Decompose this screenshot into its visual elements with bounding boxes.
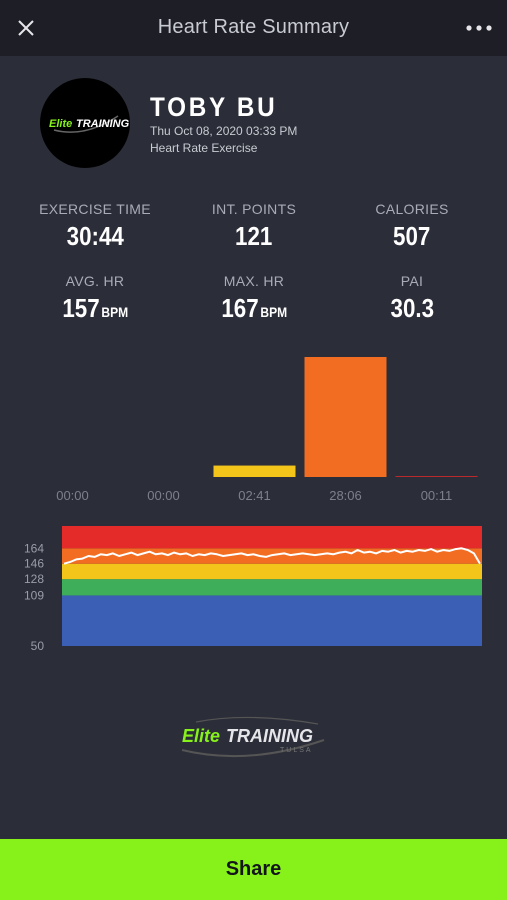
hr-zone-band: [62, 595, 482, 646]
close-icon: [18, 20, 34, 36]
zone-bar: [395, 476, 478, 477]
hr-tick-label: 128: [24, 572, 44, 586]
zone-time-label: 02:41: [238, 488, 271, 503]
hr-tick-label: 164: [24, 541, 44, 555]
zone-bar: [304, 357, 387, 477]
zone-time-label: 00:11: [421, 488, 453, 503]
zone-time-label: 00:00: [147, 488, 180, 503]
close-button[interactable]: [8, 10, 44, 46]
stat-avg-hr: AVG. HR 157 BPM: [15, 273, 175, 324]
more-options-button[interactable]: [459, 12, 499, 44]
stat-number: 167: [221, 293, 259, 323]
stat-exercise-time: EXERCISE TIME 30:44: [15, 201, 175, 252]
stat-label: EXERCISE TIME: [39, 201, 151, 217]
hr-tick-label: 109: [24, 588, 44, 602]
stat-value: 157 BPM: [62, 293, 128, 324]
stat-value: 507: [393, 221, 431, 251]
stat-value: 30:44: [66, 221, 124, 251]
stat-label: CALORIES: [375, 201, 449, 217]
zone-bar: [213, 465, 296, 477]
stat-max-hr: MAX. HR 167 BPM: [174, 273, 334, 324]
hr-tick-label: 50: [31, 639, 45, 653]
club-logo-text-a: Elite: [49, 118, 72, 130]
hr-zone-band: [62, 579, 482, 596]
stat-pai: PAI 30.3: [332, 273, 492, 324]
brand-logo: Elite TRAINING TULSA: [178, 710, 328, 770]
share-button[interactable]: Share: [0, 839, 507, 900]
zone-time-bar-chart: 00:00 00:00 02:41 28:06 00:11: [56, 357, 478, 503]
stat-label: INT. POINTS: [211, 201, 297, 217]
stat-unit: BPM: [260, 304, 287, 320]
more-icon: [466, 25, 492, 31]
stat-unit: BPM: [101, 304, 128, 320]
brand-logo-text-a: Elite: [182, 726, 220, 746]
hr-zone-band: [62, 563, 482, 580]
stat-calories: CALORIES 507: [332, 201, 492, 252]
stat-label: MAX. HR: [223, 273, 285, 289]
heart-rate-line: [63, 547, 481, 565]
brand-logo-sub: TULSA: [280, 747, 313, 754]
hr-zone-band: [62, 526, 482, 549]
stat-label: AVG. HR: [65, 273, 125, 289]
top-bar: Heart Rate Summary: [0, 0, 507, 56]
club-logo-text-b: TRAINING: [76, 118, 130, 130]
zone-time-label: 00:00: [56, 488, 89, 503]
stat-value: 30.3: [390, 293, 434, 323]
session-date: Thu Oct 08, 2020 03:33 PM: [150, 124, 298, 138]
stat-label: PAI: [400, 273, 424, 289]
hr-tick-label: 146: [24, 557, 44, 571]
brand-logo-text-b: TRAINING: [226, 726, 313, 746]
user-name: TOBY BU: [150, 92, 278, 122]
zone-time-label: 28:06: [329, 488, 362, 503]
activity-type: Heart Rate Exercise: [150, 141, 258, 155]
page-title: Heart Rate Summary: [157, 16, 350, 38]
club-logo: Elite TRAINING: [40, 78, 130, 168]
stat-value: 121: [235, 221, 273, 251]
stat-int-points: INT. POINTS 121: [174, 201, 334, 252]
stat-value: 167 BPM: [221, 293, 287, 324]
stat-number: 157: [62, 293, 100, 323]
